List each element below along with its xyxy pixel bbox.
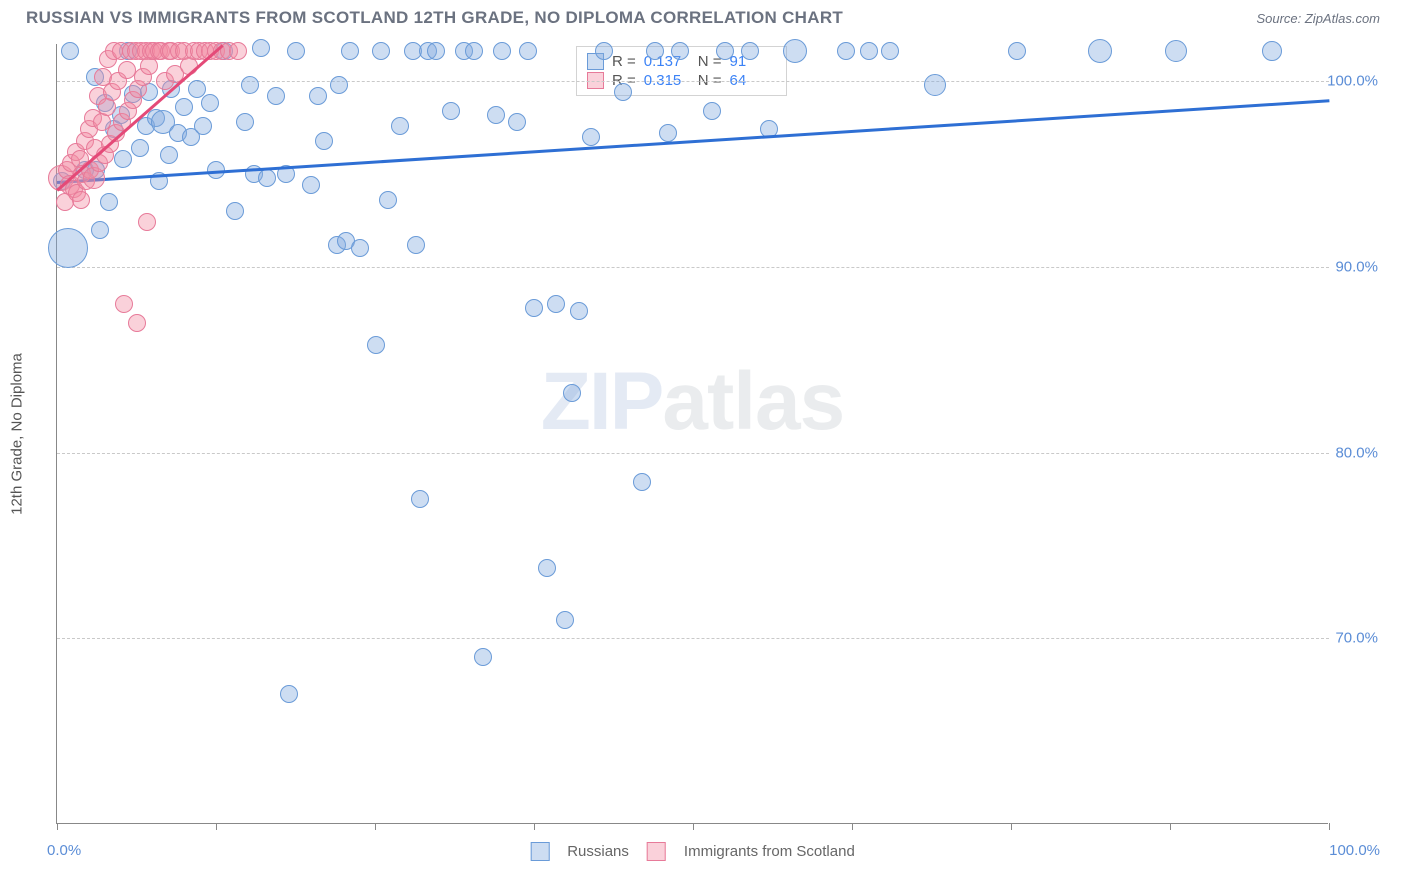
data-point [1088, 39, 1112, 63]
data-point [267, 87, 285, 105]
data-point [258, 169, 276, 187]
data-point [138, 213, 156, 231]
data-point [595, 42, 613, 60]
data-point [703, 102, 721, 120]
data-point [465, 42, 483, 60]
x-axis-start-label: 0.0% [47, 842, 81, 859]
x-tick [852, 823, 853, 830]
data-point [309, 87, 327, 105]
data-point [519, 42, 537, 60]
data-point [372, 42, 390, 60]
plot-area: 12th Grade, No Diploma ZIPatlas 0.0% 100… [56, 44, 1328, 824]
data-point [407, 236, 425, 254]
data-point [330, 76, 348, 94]
legend-label-russians: Russians [567, 843, 629, 860]
y-axis-label: 12th Grade, No Diploma [9, 353, 26, 515]
data-point [582, 128, 600, 146]
data-point [287, 42, 305, 60]
chart-title: RUSSIAN VS IMMIGRANTS FROM SCOTLAND 12TH… [26, 8, 843, 28]
data-point [1262, 41, 1282, 61]
data-point [115, 295, 133, 313]
data-point [118, 61, 136, 79]
data-point [881, 42, 899, 60]
swatch-icon [530, 842, 549, 861]
data-point [741, 42, 759, 60]
y-tick-label: 70.0% [1335, 630, 1378, 647]
watermark: ZIPatlas [541, 355, 844, 449]
gridline [57, 638, 1329, 639]
gridline [57, 453, 1329, 454]
data-point [783, 39, 807, 63]
y-tick-label: 80.0% [1335, 444, 1378, 461]
data-point [114, 150, 132, 168]
data-point [252, 39, 270, 57]
data-point [367, 336, 385, 354]
data-point [474, 648, 492, 666]
data-point [241, 76, 259, 94]
data-point [315, 132, 333, 150]
data-point [493, 42, 511, 60]
x-tick [1011, 823, 1012, 830]
x-tick [1329, 823, 1330, 830]
scatter-chart: 12th Grade, No Diploma ZIPatlas 0.0% 100… [56, 44, 1378, 824]
data-point [226, 202, 244, 220]
data-point [48, 228, 88, 268]
data-point [100, 193, 118, 211]
data-point [442, 102, 460, 120]
data-point [508, 113, 526, 131]
data-point [570, 302, 588, 320]
legend: Russians Immigrants from Scotland [530, 842, 855, 861]
data-point [525, 299, 543, 317]
data-point [391, 117, 409, 135]
data-point [379, 191, 397, 209]
data-point [716, 42, 734, 60]
data-point [302, 176, 320, 194]
data-point [201, 94, 219, 112]
x-tick [534, 823, 535, 830]
data-point [229, 42, 247, 60]
x-tick [57, 823, 58, 830]
legend-label-scotland: Immigrants from Scotland [684, 843, 855, 860]
data-point [131, 139, 149, 157]
data-point [556, 611, 574, 629]
data-point [411, 490, 429, 508]
x-tick [1170, 823, 1171, 830]
data-point [128, 314, 146, 332]
y-tick-label: 90.0% [1335, 258, 1378, 275]
data-point [236, 113, 254, 131]
data-point [659, 124, 677, 142]
data-point [547, 295, 565, 313]
data-point [160, 146, 178, 164]
data-point [563, 384, 581, 402]
data-point [671, 42, 689, 60]
data-point [487, 106, 505, 124]
source-label: Source: ZipAtlas.com [1256, 11, 1380, 26]
data-point [538, 559, 556, 577]
data-point [175, 98, 193, 116]
data-point [837, 42, 855, 60]
y-tick-label: 100.0% [1327, 73, 1378, 90]
data-point [646, 42, 664, 60]
data-point [188, 80, 206, 98]
gridline [57, 267, 1329, 268]
x-tick [216, 823, 217, 830]
data-point [341, 42, 359, 60]
data-point [1008, 42, 1026, 60]
data-point [860, 42, 878, 60]
x-axis-end-label: 100.0% [1329, 842, 1380, 859]
data-point [427, 42, 445, 60]
data-point [280, 685, 298, 703]
x-tick [375, 823, 376, 830]
data-point [72, 191, 90, 209]
x-tick [693, 823, 694, 830]
data-point [614, 83, 632, 101]
data-point [351, 239, 369, 257]
data-point [924, 74, 946, 96]
swatch-icon [647, 842, 666, 861]
data-point [194, 117, 212, 135]
data-point [633, 473, 651, 491]
data-point [91, 221, 109, 239]
data-point [61, 42, 79, 60]
data-point [1165, 40, 1187, 62]
